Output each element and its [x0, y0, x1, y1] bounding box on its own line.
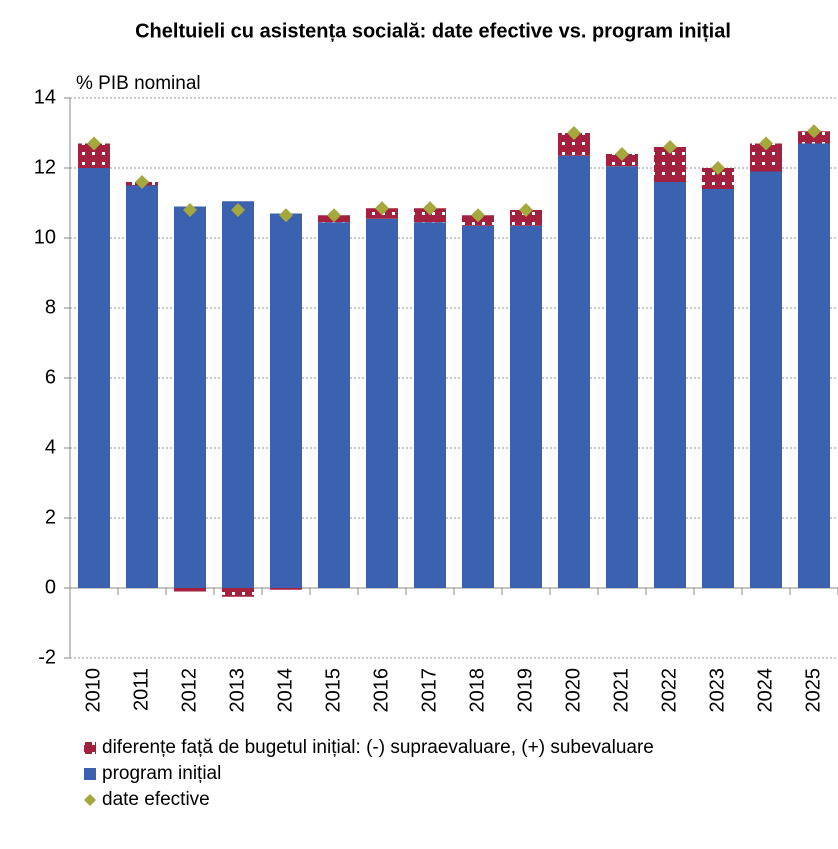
marker — [663, 140, 677, 154]
marker — [87, 136, 101, 151]
marker — [711, 161, 725, 175]
x-tick-label: 2017 — [418, 668, 440, 713]
legend-marker — [84, 794, 96, 806]
marker — [279, 208, 293, 223]
y-axis-label: % PIB nominal — [76, 73, 201, 94]
bar — [318, 222, 350, 588]
diff-bar — [702, 168, 734, 189]
x-tick-label: 2025 — [802, 668, 824, 713]
x-tick-label: 2022 — [658, 668, 680, 713]
x-tick-label: 2010 — [82, 668, 104, 713]
diff-bar — [510, 210, 542, 226]
marker — [375, 201, 389, 216]
bar — [606, 166, 638, 588]
legend-label: program inițial — [102, 763, 221, 784]
bar — [78, 168, 110, 588]
bar — [366, 218, 398, 588]
y-tick-label: -2 — [38, 646, 56, 668]
x-tick-label: 2019 — [514, 668, 536, 713]
legend-swatch — [84, 742, 96, 754]
y-tick-label: 2 — [45, 506, 56, 528]
bar — [558, 155, 590, 588]
bar — [270, 213, 302, 588]
bar — [798, 143, 830, 588]
legend-label: date efective — [102, 789, 210, 810]
chart-title: Cheltuieli cu asistența socială: date ef… — [135, 20, 731, 42]
bar — [462, 225, 494, 588]
y-tick-label: 0 — [45, 576, 56, 598]
diff-bar — [222, 588, 254, 597]
bar — [126, 185, 158, 588]
marker — [183, 203, 197, 217]
bar — [414, 222, 446, 588]
diff-bar — [174, 588, 206, 592]
x-tick-label: 2015 — [322, 668, 344, 713]
x-tick-label: 2014 — [274, 668, 296, 713]
marker — [135, 175, 149, 189]
x-tick-label: 2011 — [130, 668, 152, 711]
x-tick-label: 2012 — [178, 668, 200, 713]
bar — [702, 189, 734, 588]
bar — [222, 201, 254, 588]
marker — [567, 126, 581, 140]
bar — [510, 225, 542, 588]
bar — [750, 171, 782, 588]
marker — [423, 201, 437, 216]
y-tick-label: 6 — [45, 366, 56, 388]
diff-bar — [558, 133, 590, 156]
y-tick-label: 10 — [34, 226, 56, 248]
marker — [231, 203, 245, 217]
marker — [519, 203, 533, 217]
marker — [471, 208, 485, 223]
x-tick-label: 2018 — [466, 668, 488, 713]
marker — [615, 147, 629, 161]
x-tick-label: 2023 — [706, 668, 728, 713]
marker — [807, 124, 821, 139]
x-tick-label: 2020 — [562, 668, 584, 713]
x-tick-label: 2021 — [610, 668, 632, 713]
bar — [174, 206, 206, 588]
legend-label: diferențe față de bugetul inițial: (-) s… — [102, 737, 654, 758]
y-tick-label: 12 — [34, 156, 56, 178]
diff-bar — [270, 588, 302, 590]
y-tick-label: 8 — [45, 296, 56, 318]
marker — [327, 208, 341, 223]
x-tick-label: 2013 — [226, 668, 248, 713]
bar — [654, 182, 686, 588]
y-tick-label: 4 — [45, 436, 56, 458]
y-tick-label: 14 — [34, 86, 56, 108]
legend-swatch — [84, 768, 96, 780]
x-tick-label: 2016 — [370, 668, 392, 713]
x-tick-label: 2024 — [754, 668, 776, 713]
marker — [759, 136, 773, 151]
